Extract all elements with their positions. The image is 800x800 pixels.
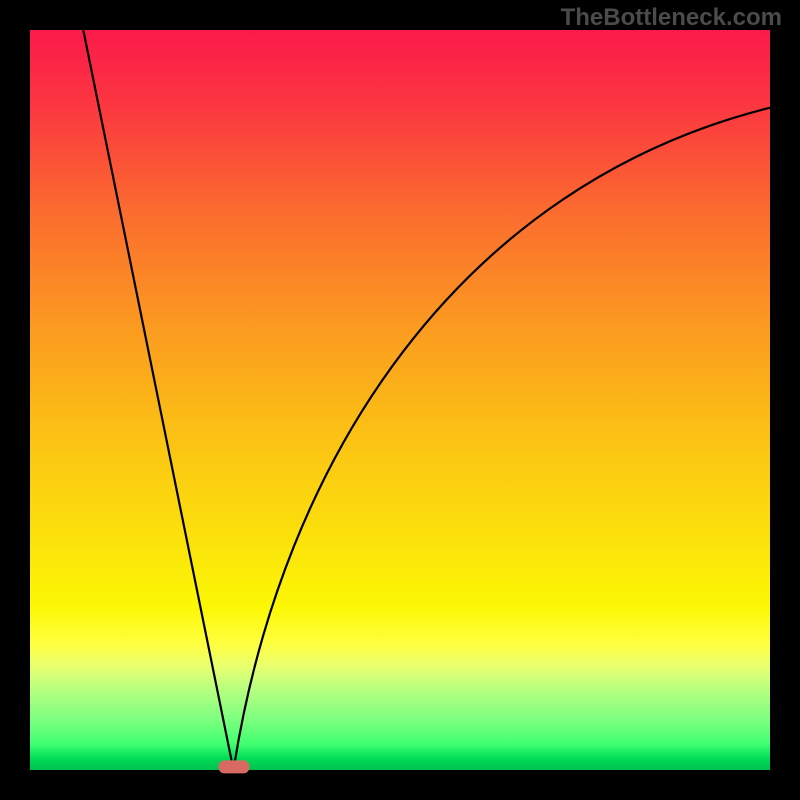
- optimum-marker: [218, 760, 249, 773]
- gradient-background: [30, 30, 770, 770]
- plot-area: [30, 30, 770, 770]
- chart-container: TheBottleneck.com: [0, 0, 800, 800]
- plot-svg: [30, 30, 770, 770]
- watermark-text: TheBottleneck.com: [561, 4, 782, 32]
